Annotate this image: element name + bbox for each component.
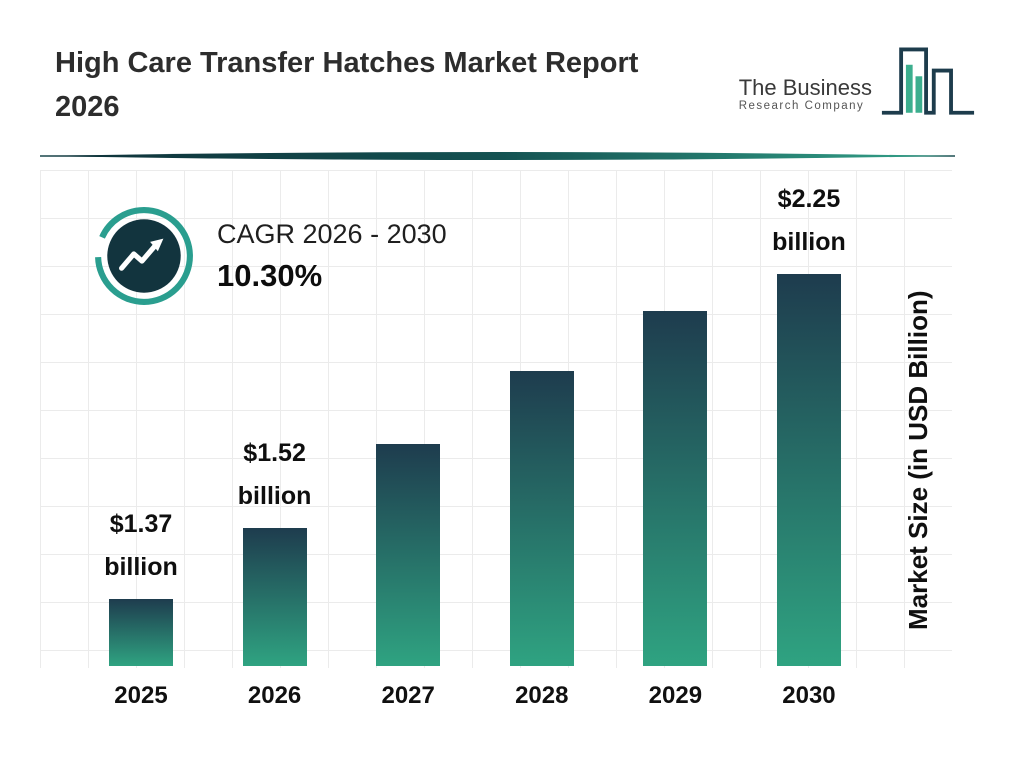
bar-column-2030: $2.25 billion 2030 [753, 178, 865, 712]
bar-value-unit: billion [104, 553, 178, 581]
cagr-label: CAGR 2026 - 2030 [217, 218, 447, 249]
logo-text: The Business Research Company [739, 54, 872, 112]
page-title-line2: 2026 [55, 90, 120, 123]
bar-2026 [242, 528, 307, 666]
company-logo: The Business Research Company [739, 42, 976, 124]
bar-value-amount: $2.25 [777, 185, 841, 213]
bar-value-label-2026: $1.52 billion [238, 432, 312, 518]
page-title: High Care Transfer Hatches Market Report… [55, 42, 638, 129]
bar-2025 [109, 599, 173, 666]
logo-text-primary: The Business [738, 74, 872, 100]
bar-value-unit: billion [237, 482, 312, 510]
bar-2029 [643, 311, 708, 666]
bar-2028 [509, 371, 574, 666]
x-tick-2028: 2028 [515, 682, 569, 709]
bar-chart: $1.37 billion 2025 $1.52 billion 2026 2027 2028… [85, 175, 865, 712]
cagr-block: CAGR 2026 - 2030 10.30% [93, 205, 447, 307]
logo-text-secondary: Research Company [738, 100, 865, 113]
bar-column-2028: 2028 [486, 361, 598, 712]
bar-value-label-2025: $1.37 billion [104, 503, 178, 589]
bar-column-2025: $1.37 billion 2025 [85, 503, 197, 712]
bar-value-unit: billion [772, 228, 846, 256]
y-axis-label: Market Size (in USD Billion) [903, 290, 933, 630]
bar-value-label-2030: $2.25 billion [772, 178, 846, 264]
x-tick-2025: 2025 [114, 682, 168, 709]
x-tick-2030: 2030 [782, 682, 836, 709]
bar-column-2026: $1.52 billion 2026 [219, 432, 331, 712]
bar-column-2027: 2027 [352, 434, 464, 712]
cagr-text: CAGR 2026 - 2030 10.30% [217, 219, 447, 294]
bar-value-amount: $1.37 [109, 510, 173, 538]
bar-value-amount: $1.52 [243, 439, 306, 467]
x-tick-2029: 2029 [648, 682, 703, 709]
bar-chart-logo-icon [881, 47, 975, 115]
bar-2030 [776, 274, 841, 666]
bar-2027 [376, 444, 441, 666]
x-tick-2026: 2026 [247, 682, 302, 709]
bar-column-2029: 2029 [619, 301, 731, 712]
page-title-line1: High Care Transfer Hatches Market Report [55, 47, 639, 79]
divider-line [40, 152, 955, 160]
x-tick-2027: 2027 [381, 682, 435, 709]
trend-up-icon [95, 207, 193, 305]
cagr-value: 10.30% [217, 257, 323, 293]
